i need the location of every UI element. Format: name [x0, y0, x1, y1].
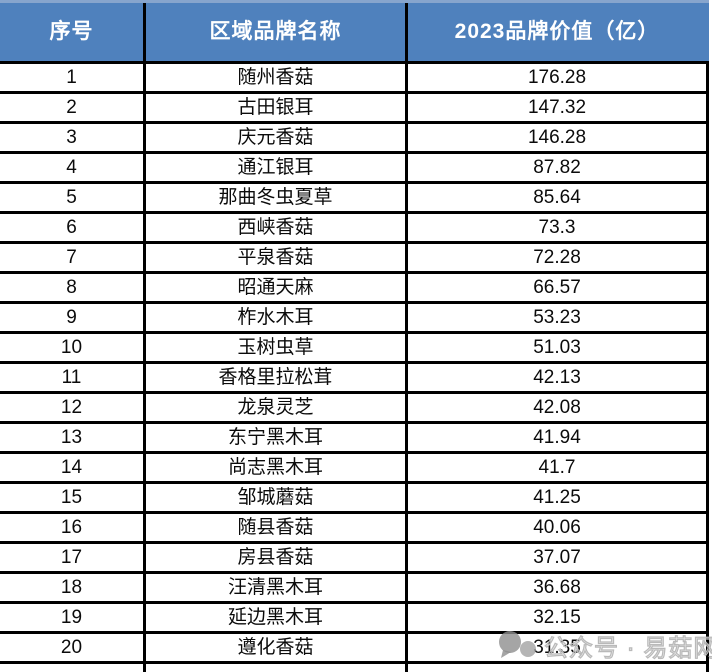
brand-value-cell: 176.28 [408, 64, 709, 91]
rank-cell: 6 [0, 214, 146, 241]
brand-value-cell: 51.03 [408, 334, 709, 361]
table-row: 9 柞水木耳 53.23 [0, 304, 709, 334]
brand-name-cell: 房县香菇 [146, 544, 408, 571]
rank-cell: 19 [0, 604, 146, 631]
rank-cell: 10 [0, 334, 146, 361]
rank-cell: 15 [0, 484, 146, 511]
rank-cell: 20 [0, 634, 146, 661]
rank-cell: 8 [0, 274, 146, 301]
rank-cell: 7 [0, 244, 146, 271]
brand-value-cell: 66.57 [408, 274, 709, 301]
brand-value-cell [408, 664, 709, 672]
rank-cell: 1 [0, 64, 146, 91]
brand-value-cell: 85.64 [408, 184, 709, 211]
brand-name-cell: 庆元香菇 [146, 124, 408, 151]
header-cell-rank: 序号 [0, 3, 146, 61]
table-row: 19 延边黑木耳 32.15 [0, 604, 709, 634]
brand-value-cell: 147.32 [408, 94, 709, 121]
rank-cell: 2 [0, 94, 146, 121]
brand-name-cell: 邹城蘑菇 [146, 484, 408, 511]
brand-name-cell: 昭通天麻 [146, 274, 408, 301]
table-row: 17 房县香菇 37.07 [0, 544, 709, 574]
header-cell-brand-value: 2023品牌价值（亿） [408, 3, 709, 61]
rank-cell: 16 [0, 514, 146, 541]
brand-value-cell: 42.08 [408, 394, 709, 421]
table-row: 6 西峡香菇 73.3 [0, 214, 709, 244]
rank-cell: 4 [0, 154, 146, 181]
table-row: 7 平泉香菇 72.28 [0, 244, 709, 274]
brand-name-cell: 柞水木耳 [146, 304, 408, 331]
rank-cell: 3 [0, 124, 146, 151]
table-row: 4 通江银耳 87.82 [0, 154, 709, 184]
brand-name-cell: 古田银耳 [146, 94, 408, 121]
table-header-row: 序号 区域品牌名称 2023品牌价值（亿） [0, 0, 709, 64]
table-row: 2 古田银耳 147.32 [0, 94, 709, 124]
brand-name-cell: 龙泉灵芝 [146, 394, 408, 421]
brand-name-cell: 随州香菇 [146, 64, 408, 91]
brand-value-cell: 72.28 [408, 244, 709, 271]
table-body: 1 随州香菇 176.28 2 古田银耳 147.32 3 庆元香菇 146.28 4 通江银耳 87… [0, 64, 709, 664]
brand-value-cell: 41.7 [408, 454, 709, 481]
brand-name-cell: 延边黑木耳 [146, 604, 408, 631]
table-row: 3 庆元香菇 146.28 [0, 124, 709, 154]
table-row: 5 那曲冬虫夏草 85.64 [0, 184, 709, 214]
rank-cell: 11 [0, 364, 146, 391]
brand-value-cell: 41.94 [408, 424, 709, 451]
brand-value-cell: 32.15 [408, 604, 709, 631]
rank-cell [0, 664, 146, 672]
table-row: 11 香格里拉松茸 42.13 [0, 364, 709, 394]
rank-cell: 14 [0, 454, 146, 481]
brand-name-cell: 通江银耳 [146, 154, 408, 181]
table-row: 16 随县香菇 40.06 [0, 514, 709, 544]
rank-cell: 17 [0, 544, 146, 571]
table-row: 8 昭通天麻 66.57 [0, 274, 709, 304]
brand-name-cell: 香格里拉松茸 [146, 364, 408, 391]
table-row: 1 随州香菇 176.28 [0, 64, 709, 94]
table-row: 14 尚志黑木耳 41.7 [0, 454, 709, 484]
brand-name-cell: 尚志黑木耳 [146, 454, 408, 481]
table-row-partial [0, 664, 709, 672]
brand-value-cell: 41.25 [408, 484, 709, 511]
brand-value-cell: 73.3 [408, 214, 709, 241]
table-row: 18 汪清黑木耳 36.68 [0, 574, 709, 604]
rank-cell: 18 [0, 574, 146, 601]
rank-cell: 5 [0, 184, 146, 211]
brand-name-cell: 随县香菇 [146, 514, 408, 541]
brand-value-cell: 40.06 [408, 514, 709, 541]
brand-name-cell: 平泉香菇 [146, 244, 408, 271]
table-row: 13 东宁黑木耳 41.94 [0, 424, 709, 454]
brand-name-cell: 汪清黑木耳 [146, 574, 408, 601]
rank-cell: 9 [0, 304, 146, 331]
table-row: 20 遵化香菇 31.35 [0, 634, 709, 664]
table-row: 12 龙泉灵芝 42.08 [0, 394, 709, 424]
brand-value-cell: 53.23 [408, 304, 709, 331]
brand-name-cell: 玉树虫草 [146, 334, 408, 361]
rank-cell: 13 [0, 424, 146, 451]
table-row: 10 玉树虫草 51.03 [0, 334, 709, 364]
brand-value-cell: 31.35 [408, 634, 709, 661]
brand-value-cell: 146.28 [408, 124, 709, 151]
brand-value-cell: 87.82 [408, 154, 709, 181]
brand-name-cell: 遵化香菇 [146, 634, 408, 661]
brand-value-cell: 42.13 [408, 364, 709, 391]
table-row: 15 邹城蘑菇 41.25 [0, 484, 709, 514]
brand-name-cell: 那曲冬虫夏草 [146, 184, 408, 211]
header-cell-brand-name: 区域品牌名称 [146, 3, 408, 61]
brand-name-cell: 东宁黑木耳 [146, 424, 408, 451]
brand-value-cell: 36.68 [408, 574, 709, 601]
brand-name-cell: 西峡香菇 [146, 214, 408, 241]
brand-value-cell: 37.07 [408, 544, 709, 571]
brand-name-cell [146, 664, 408, 672]
rank-cell: 12 [0, 394, 146, 421]
